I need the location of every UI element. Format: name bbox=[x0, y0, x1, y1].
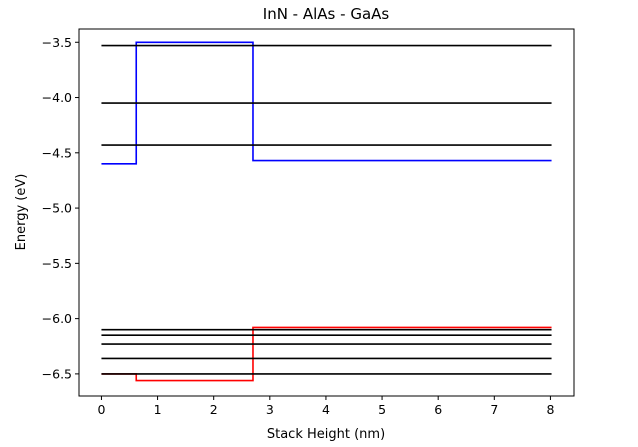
x-tick-label: 4 bbox=[322, 402, 330, 417]
x-tick-label: 0 bbox=[97, 402, 105, 417]
series-layer bbox=[101, 41, 552, 382]
x-tick-label: 2 bbox=[210, 402, 218, 417]
y-tick-label: −6.0 bbox=[42, 311, 72, 326]
series-line-0 bbox=[101, 41, 552, 165]
x-tick-label: 3 bbox=[266, 402, 274, 417]
y-tick-label: −4.0 bbox=[42, 90, 72, 105]
x-tick-label: 7 bbox=[490, 402, 498, 417]
y-axis-label: Energy (eV) bbox=[14, 174, 29, 251]
x-axis-label: Stack Height (nm) bbox=[267, 427, 385, 442]
chart-title: InN - AlAs - GaAs bbox=[263, 5, 390, 23]
y-tick-label: −5.5 bbox=[42, 256, 72, 271]
y-tick-label: −5.0 bbox=[42, 201, 72, 216]
x-tick-label: 8 bbox=[546, 402, 554, 417]
y-tick-label: −6.5 bbox=[42, 366, 72, 381]
plot-frame bbox=[78, 28, 575, 397]
x-tick-label: 5 bbox=[378, 402, 386, 417]
y-tick-label: −3.5 bbox=[42, 35, 72, 50]
ticks-layer: 0 1 2 3 4 5 6 7 8 −3.5 −4.0 −4.5 −5.0 −5.5 −6.0 −6.5 bbox=[42, 35, 555, 417]
x-tick-label: 6 bbox=[434, 402, 442, 417]
y-tick-label: −4.5 bbox=[42, 145, 72, 160]
x-tick-label: 1 bbox=[154, 402, 162, 417]
